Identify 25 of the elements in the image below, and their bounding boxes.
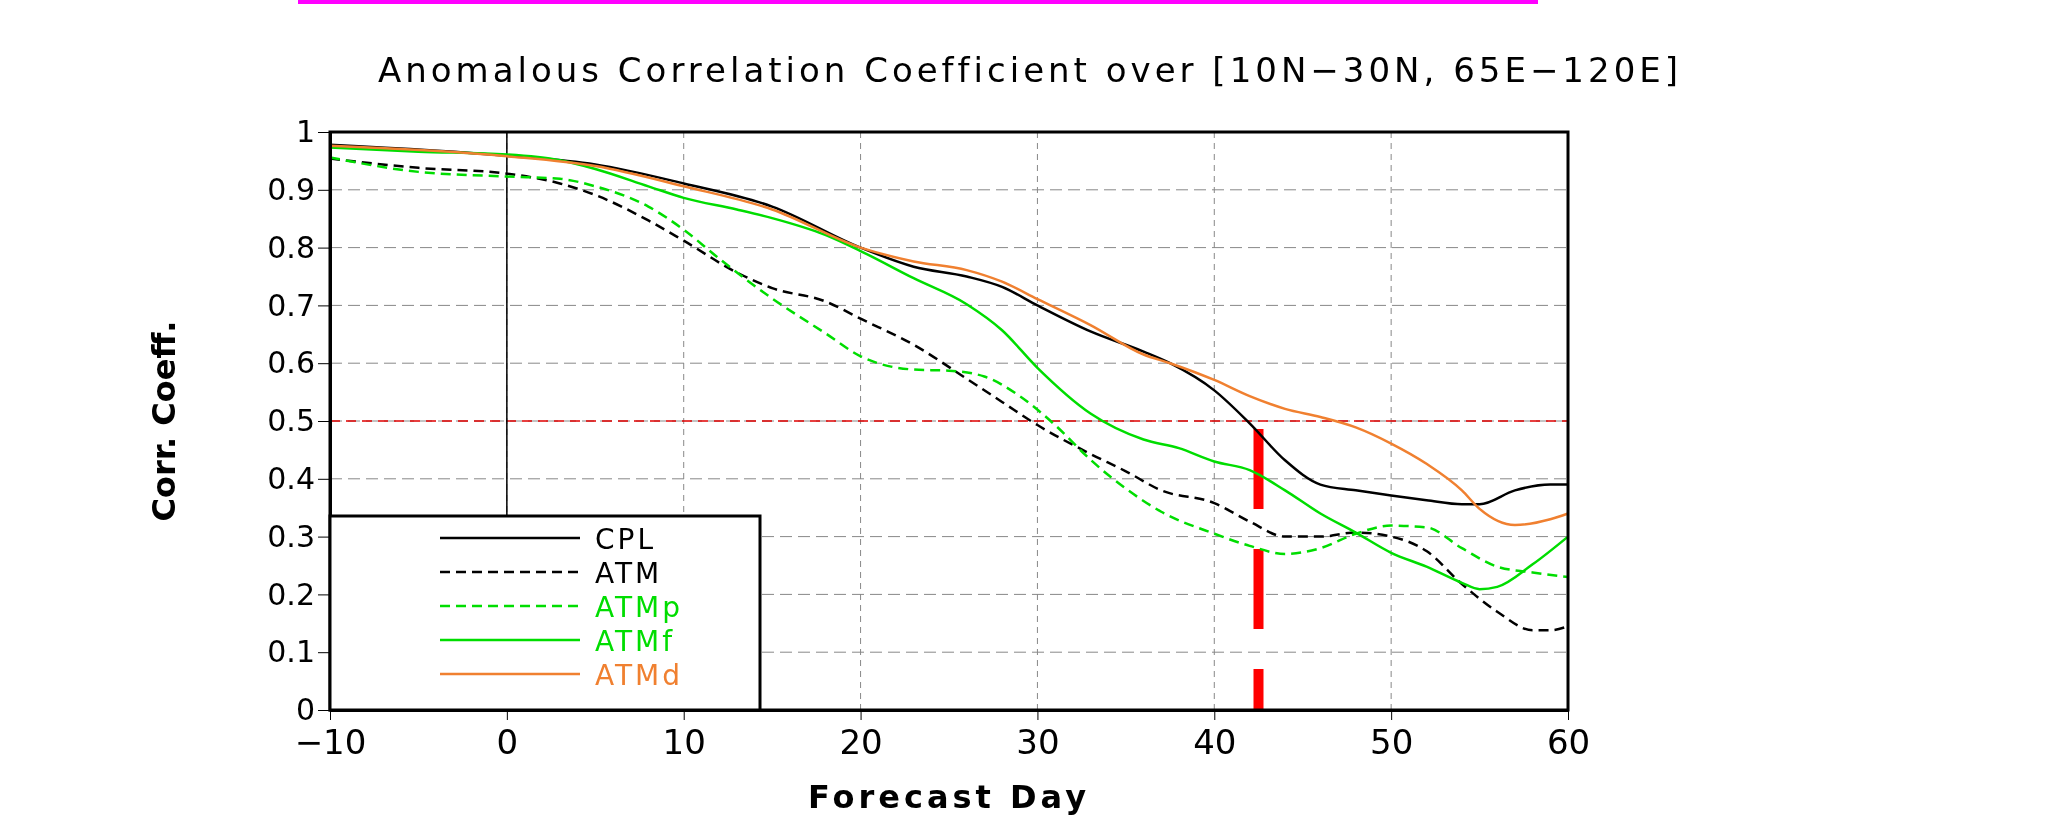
chart-title: Anomalous Correlation Coefficient over [10N−30N, 65E−120E] xyxy=(377,50,1683,90)
legend-label: ATMf xyxy=(595,625,676,658)
legend-label: ATMd xyxy=(595,659,684,692)
x-tick-label: 60 xyxy=(1546,721,1591,762)
y-tick-label: 1 xyxy=(295,114,315,150)
x-tick-label: 50 xyxy=(1370,721,1414,762)
legend-label: CPL xyxy=(595,523,657,556)
y-tick-label: 0.9 xyxy=(267,171,315,207)
x-tick-label: 20 xyxy=(839,721,883,762)
x-tick-label: 40 xyxy=(1193,721,1237,762)
legend-label: ATMp xyxy=(595,591,684,624)
y-tick-label: 0.7 xyxy=(267,287,315,323)
y-tick-label: 0.6 xyxy=(267,345,315,381)
x-tick-label: 30 xyxy=(1016,721,1060,762)
legend-label: ATM xyxy=(595,557,663,590)
x-axis-title: Forecast Day xyxy=(807,778,1091,816)
x-tick-label: 0 xyxy=(496,721,519,762)
y-tick-label: 0.4 xyxy=(267,460,315,496)
y-axis-title: Corr. Coeff. xyxy=(145,320,183,522)
x-tick-label: 10 xyxy=(662,721,706,762)
y-tick-label: 0.1 xyxy=(267,634,315,670)
y-tick-label: 0.2 xyxy=(267,576,315,612)
y-tick-label: 0.3 xyxy=(267,518,315,554)
y-tick-label: 0.8 xyxy=(267,229,315,265)
y-tick-label: 0.5 xyxy=(267,403,315,439)
